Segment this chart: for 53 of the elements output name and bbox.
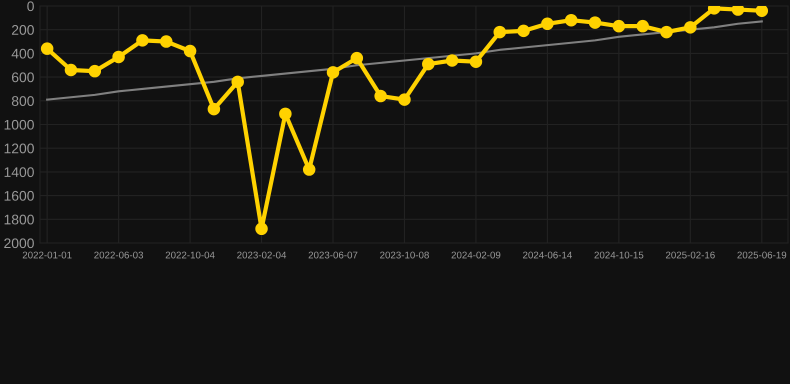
point <box>326 66 340 79</box>
x-tick-label: 2022-06-03 <box>94 252 144 258</box>
point <box>564 14 578 26</box>
point <box>255 222 268 236</box>
point <box>612 20 626 32</box>
point <box>40 42 54 55</box>
y-tick-label: 1600 <box>4 190 34 201</box>
point <box>350 52 364 64</box>
point <box>160 35 173 48</box>
y-tick-label: 800 <box>12 96 34 106</box>
y-tick-label: 600 <box>12 72 34 82</box>
point <box>517 24 530 38</box>
y-tick-label: 200 <box>12 25 34 35</box>
y-tick-label: 400 <box>12 48 34 59</box>
x-tick-label: 2023-10-08 <box>380 252 429 258</box>
x-tick-label: 2025-02-16 <box>666 252 715 258</box>
point <box>588 16 602 29</box>
point <box>112 50 125 64</box>
x-tick-label: 2022-01-01 <box>22 252 72 258</box>
point <box>374 90 387 102</box>
point <box>302 163 316 176</box>
y-tick-label: 1200 <box>4 144 34 154</box>
point <box>494 26 506 38</box>
point <box>279 108 292 120</box>
x-tick-label: 2024-10-15 <box>594 252 644 258</box>
point <box>398 93 411 106</box>
x-tick-label: 2024-02-09 <box>452 252 500 258</box>
point <box>208 102 220 116</box>
point <box>422 58 435 70</box>
point <box>756 6 768 17</box>
x-tick-label: 2023-06-07 <box>308 252 358 258</box>
point <box>660 26 673 38</box>
y-tick-label: 1400 <box>4 167 34 178</box>
point <box>684 21 697 34</box>
point <box>541 18 554 30</box>
point <box>470 55 482 68</box>
point <box>446 54 458 67</box>
line-series <box>46 20 763 101</box>
y-tick-label: 1800 <box>4 214 34 224</box>
y-tick-label: 1000 <box>4 120 34 130</box>
point <box>732 6 744 16</box>
point <box>136 34 149 47</box>
point <box>64 64 78 76</box>
point <box>636 20 649 32</box>
x-tick-label: 2025-06-19 <box>737 252 786 258</box>
point <box>88 64 102 78</box>
x-tick-label: 2023-02-04 <box>237 252 286 258</box>
point <box>184 44 196 58</box>
x-tick-label: 2024-06-14 <box>523 252 572 258</box>
point <box>231 76 244 88</box>
y-tick-label: 0 <box>27 1 34 12</box>
x-tick-label: 2022-10-04 <box>166 252 215 258</box>
y-tick-label: 2000 <box>4 238 34 248</box>
